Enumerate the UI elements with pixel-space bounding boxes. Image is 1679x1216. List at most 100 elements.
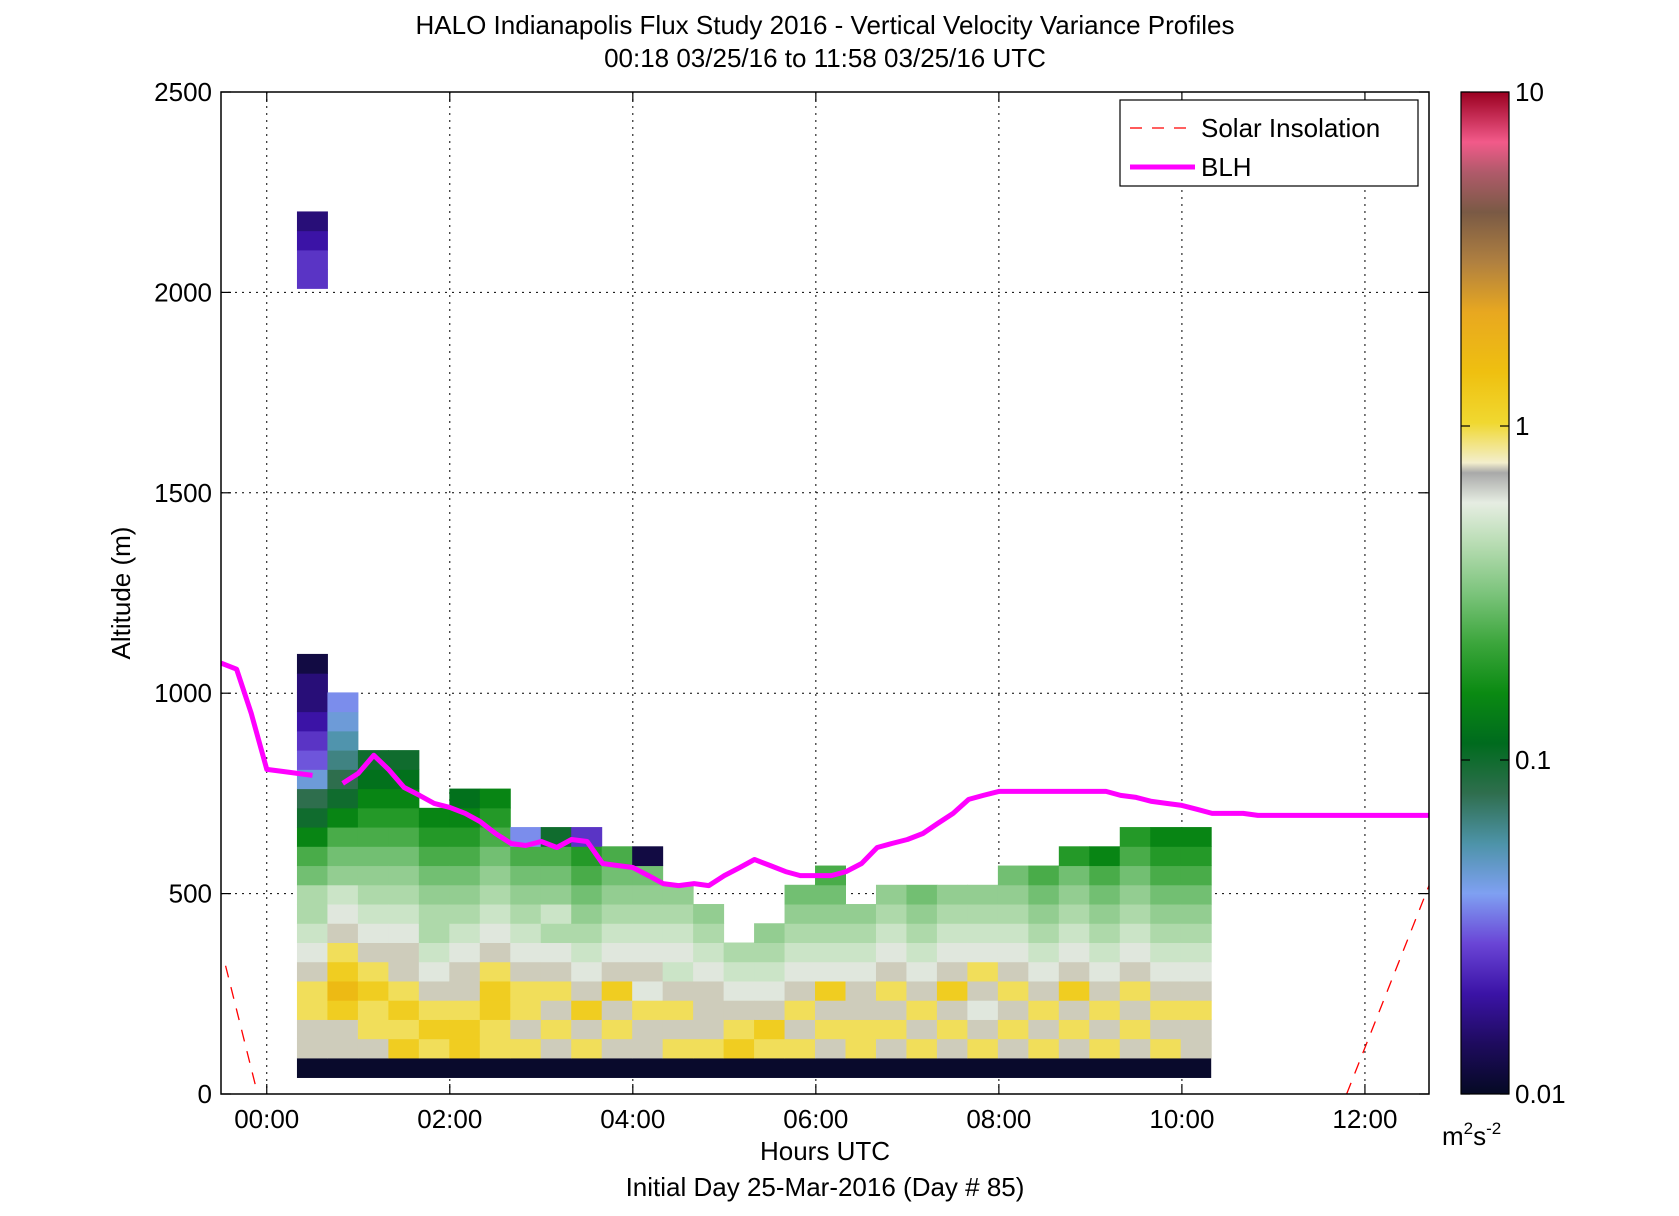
- heatmap-cell: [327, 750, 359, 770]
- heatmap-cell: [327, 692, 359, 713]
- heatmap-cell: [875, 942, 907, 963]
- heatmap-cell: [327, 1000, 359, 1020]
- heatmap-cell: [479, 904, 511, 924]
- x-tick-label: 04:00: [600, 1104, 665, 1134]
- heatmap-cell: [754, 1019, 786, 1040]
- heatmap-cell: [1058, 923, 1090, 943]
- heatmap-cell: [754, 1038, 786, 1059]
- heatmap-cell: [540, 904, 572, 924]
- heatmap-cell: [906, 1038, 938, 1059]
- heatmap-cell: [449, 923, 481, 943]
- heatmap-cell: [815, 942, 846, 963]
- heatmap-cell: [754, 923, 786, 943]
- heatmap-cell: [296, 711, 328, 732]
- heatmap-cell: [296, 211, 328, 232]
- heatmap-cell: [540, 980, 572, 1001]
- heatmap-cell: [296, 692, 328, 713]
- heatmap-cell: [906, 1019, 938, 1040]
- heatmap-cell: [906, 961, 938, 982]
- heatmap-cell: [357, 865, 389, 886]
- heatmap-cell: [1089, 942, 1121, 963]
- colorbar-tick-label: 10: [1515, 77, 1544, 107]
- heatmap-cell: [1119, 961, 1151, 982]
- heatmap-cell: [296, 788, 328, 809]
- heatmap-cell: [357, 961, 389, 982]
- heatmap-cell: [1180, 1019, 1212, 1040]
- x-tick-label: 06:00: [783, 1104, 848, 1134]
- heatmap-cell: [418, 846, 450, 867]
- heatmap-cell: [296, 961, 328, 982]
- heatmap-cell: [388, 846, 420, 867]
- blh-line: [221, 660, 1429, 889]
- heatmap-cell: [388, 827, 420, 847]
- heatmap-cell: [754, 1000, 786, 1020]
- heatmap-cell: [1150, 1000, 1182, 1020]
- heatmap-cell: [296, 750, 328, 770]
- colorbar-tick-label: 1: [1515, 411, 1529, 441]
- heatmap-cell: [449, 865, 481, 886]
- heatmap-cell: [296, 230, 328, 251]
- heatmap-cell: [723, 942, 755, 963]
- heatmap-cell: [875, 1019, 907, 1040]
- heatmap-cell: [997, 980, 1029, 1001]
- heatmap-cell: [1089, 1038, 1121, 1059]
- heatmap-cell: [693, 961, 725, 982]
- chart-subtitle: 00:18 03/25/16 to 11:58 03/25/16 UTC: [604, 43, 1046, 73]
- heatmap-cell: [784, 904, 816, 924]
- solar-insolation-line: [224, 965, 259, 1094]
- heatmap-cell: [449, 980, 481, 1001]
- heatmap-cell: [296, 846, 328, 867]
- heatmap-cell: [1180, 865, 1212, 886]
- heatmap-cell: [418, 904, 450, 924]
- heatmap-cell: [784, 980, 816, 1001]
- heatmap-cell: [418, 980, 450, 1001]
- heatmap-cell: [418, 1000, 450, 1020]
- y-tick-label: 2500: [154, 77, 212, 107]
- heatmap-cell: [601, 884, 633, 905]
- heatmap-cell: [296, 1000, 328, 1020]
- heatmap-cell: [815, 1038, 846, 1059]
- heatmap-cell: [845, 961, 877, 982]
- heatmap-cell: [1089, 1019, 1121, 1040]
- heatmap-cell: [479, 865, 511, 886]
- heatmap-cell: [784, 1038, 816, 1059]
- heatmap-cell: [997, 961, 1029, 982]
- heatmap-cell: [357, 788, 389, 809]
- heatmap-cell: [388, 1000, 420, 1020]
- heatmap-cell: [1150, 865, 1182, 886]
- heatmap-cell: [1180, 884, 1212, 905]
- heatmap-cell: [1089, 904, 1121, 924]
- heatmap-cell: [388, 884, 420, 905]
- heatmap-cell: [1089, 1000, 1121, 1020]
- heatmap-cell: [1150, 1038, 1182, 1059]
- heatmap-cell: [479, 923, 511, 943]
- heatmap-cell: [845, 1038, 877, 1059]
- heatmap-cell: [418, 942, 450, 963]
- heatmap-cell: [662, 904, 694, 924]
- colorbar-unit: m2s-2: [1442, 1119, 1501, 1151]
- heatmap-cell: [388, 807, 420, 828]
- heatmap-cell: [296, 923, 328, 943]
- heatmap-cell: [1089, 961, 1121, 982]
- heatmap-cell: [479, 980, 511, 1001]
- heatmap-cell: [632, 884, 664, 905]
- heatmap-cell: [357, 1038, 389, 1059]
- heatmap-cell: [845, 980, 877, 1001]
- heatmap-cell: [327, 1038, 359, 1059]
- x-tick-label: 00:00: [234, 1104, 299, 1134]
- heatmap-cell: [296, 730, 328, 751]
- heatmap-cell: [388, 904, 420, 924]
- heatmap-cell: [571, 961, 603, 982]
- heatmap-cell: [723, 980, 755, 1001]
- heatmap-cell: [1058, 1038, 1090, 1059]
- heatmap-cell: [540, 942, 572, 963]
- heatmap-cell: [967, 1038, 999, 1059]
- heatmap-cell: [1058, 1000, 1090, 1020]
- heatmap-cell: [601, 1038, 633, 1059]
- heatmap-cell: [693, 1038, 725, 1059]
- heatmap-cell: [693, 923, 725, 943]
- heatmap-cell: [754, 942, 786, 963]
- solar-insolation-line: [1346, 885, 1429, 1094]
- heatmap-cell: [357, 980, 389, 1001]
- heatmap-ground-band: [296, 1057, 1212, 1078]
